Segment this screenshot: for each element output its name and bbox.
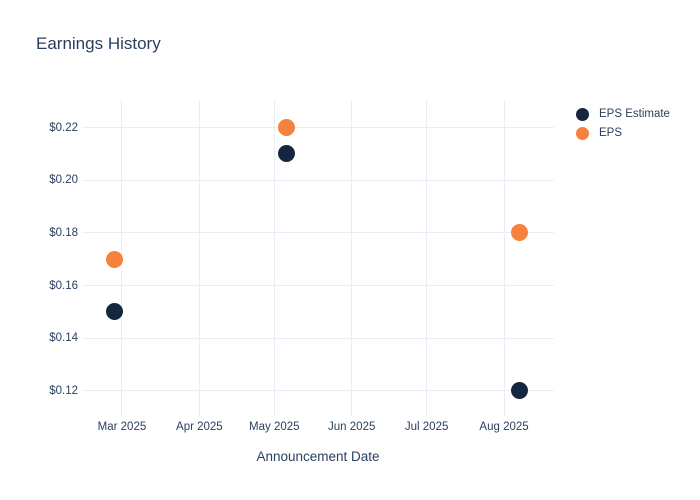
legend-marker-icon xyxy=(576,126,589,140)
x-tick-label: Mar 2025 xyxy=(97,421,147,433)
y-gridline xyxy=(82,179,554,181)
y-tick-label: $0.12 xyxy=(49,384,78,397)
legend-marker-icon xyxy=(576,107,589,121)
legend: EPS Estimate EPS xyxy=(576,107,670,145)
legend-item-eps[interactable]: EPS xyxy=(576,126,670,140)
plot-area xyxy=(82,100,554,416)
x-gridline xyxy=(198,100,200,416)
marker-eps-2025-08-07[interactable] xyxy=(510,224,528,242)
y-gridline xyxy=(82,285,554,287)
x-gridline xyxy=(503,100,505,416)
x-tick-label: Jun 2025 xyxy=(328,421,376,433)
marker-eps-estimate-2025-08-07[interactable] xyxy=(510,382,528,400)
y-tick-label: $0.20 xyxy=(49,174,78,187)
legend-item-eps-estimate[interactable]: EPS Estimate xyxy=(576,107,670,121)
chart-title: Earnings History xyxy=(36,34,161,53)
marker-eps-2025-02-26[interactable] xyxy=(105,250,123,268)
x-axis-title: Announcement Date xyxy=(256,449,380,464)
x-tick-label: Apr 2025 xyxy=(176,421,223,433)
y-gridline xyxy=(82,337,554,339)
y-gridline xyxy=(82,390,554,392)
x-tick-label: Aug 2025 xyxy=(479,421,529,433)
legend-label: EPS Estimate xyxy=(599,108,670,120)
y-gridline xyxy=(82,232,554,234)
x-gridline xyxy=(426,100,428,416)
y-gridline xyxy=(82,127,554,129)
y-tick-label: $0.14 xyxy=(49,332,78,345)
x-gridline xyxy=(273,100,275,416)
marker-eps-estimate-2025-02-26[interactable] xyxy=(105,303,123,321)
y-tick-label: $0.16 xyxy=(49,279,78,292)
legend-label: EPS xyxy=(599,127,623,139)
y-tick-label: $0.18 xyxy=(49,226,78,239)
marker-eps-estimate-2025-05-06[interactable] xyxy=(278,145,296,163)
marker-eps-2025-05-06[interactable] xyxy=(278,119,296,137)
x-tick-label: Jul 2025 xyxy=(404,421,449,433)
x-gridline xyxy=(351,100,353,416)
y-tick-label: $0.22 xyxy=(49,121,78,134)
x-tick-label: May 2025 xyxy=(249,421,300,433)
